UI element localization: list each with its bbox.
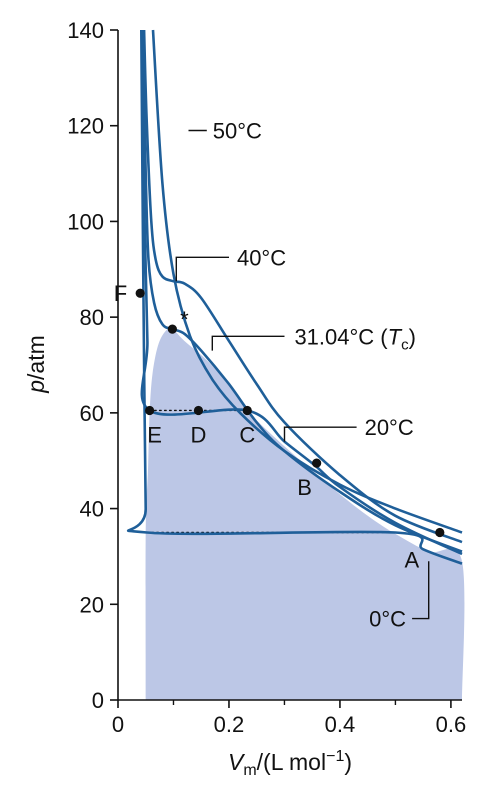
x-axis-label-close: ) — [344, 749, 352, 775]
point-label-a: A — [404, 548, 419, 573]
y-tick-label: 40 — [80, 497, 104, 522]
point-e — [145, 405, 155, 416]
x-axis-label: Vm/(L mol−1) — [228, 748, 352, 779]
x-tick-label: 0.6 — [436, 712, 467, 737]
x-axis-label-unit: /(L mol — [257, 749, 326, 775]
x-axis-label-symbol: V — [228, 749, 246, 775]
x-axis-label-subscript: m — [243, 762, 256, 779]
x-tick-label: 0.2 — [214, 712, 245, 737]
point-f — [135, 288, 145, 298]
point-label-c: C — [239, 422, 255, 447]
callout-label-tc: 31.04°C (Tc) — [294, 324, 415, 353]
y-tick-label: 0 — [92, 688, 104, 713]
callout-label-20c: 20°C — [365, 415, 414, 440]
y-tick-label: 20 — [80, 592, 104, 617]
callout-line-0c — [412, 561, 430, 620]
isotherm-curve-2 — [141, 29, 463, 553]
point-d — [193, 405, 204, 416]
points-layer: F * E D C B A — [114, 281, 445, 573]
callout-label-40c: 40°C — [237, 245, 286, 270]
y-axis-label-unit: /atm — [23, 335, 49, 380]
callout-line-40c — [175, 256, 229, 282]
point-label-b: B — [297, 475, 312, 500]
callout-label-tc-subscript: c — [401, 336, 409, 353]
y-tick-label: 80 — [80, 305, 104, 330]
point-label-d: D — [191, 422, 207, 447]
x-axis-label-superscript: −1 — [326, 748, 344, 765]
axes-layer: 0 20 40 60 80 100 120 140 0 0.2 0.4 0.6 — [67, 18, 466, 737]
callout-label-tc-close: ) — [409, 324, 416, 349]
callout-line-20c — [283, 426, 357, 442]
isotherm-curves-layer — [126, 29, 463, 565]
callout-label-50c: 50°C — [213, 119, 262, 144]
coexistence-region — [145, 328, 465, 700]
y-tick-label: 100 — [67, 209, 104, 234]
point-a — [435, 527, 445, 538]
point-label-e: E — [147, 422, 162, 447]
x-tick-label: 0.4 — [325, 712, 356, 737]
point-label-critical: * — [180, 307, 189, 332]
x-tick-label: 0 — [112, 712, 124, 737]
point-critical — [167, 324, 177, 334]
callouts-layer: 50°C 40°C 31.04°C (Tc) 20°C 0°C — [175, 119, 430, 632]
y-tick-label: 120 — [67, 114, 104, 139]
isotherm-curve-4 — [126, 29, 463, 565]
y-tick-label: 140 — [67, 18, 104, 43]
callout-label-tc-text: 31.04°C ( — [294, 324, 388, 349]
callout-label-tc-symbol: T — [388, 324, 403, 349]
y-tick-label: 60 — [80, 401, 104, 426]
point-b — [312, 458, 322, 468]
isotherm-curve-1 — [142, 29, 463, 544]
y-axis-label: p/atm — [23, 335, 49, 394]
callout-label-0c: 0°C — [369, 607, 406, 632]
y-axis-label-symbol: p — [23, 380, 49, 394]
isotherm-curve-0 — [151, 29, 463, 534]
point-label-f: F — [114, 281, 127, 306]
callout-line-tc — [211, 335, 285, 351]
point-c — [242, 405, 252, 416]
coexistence-region-layer — [145, 328, 465, 700]
